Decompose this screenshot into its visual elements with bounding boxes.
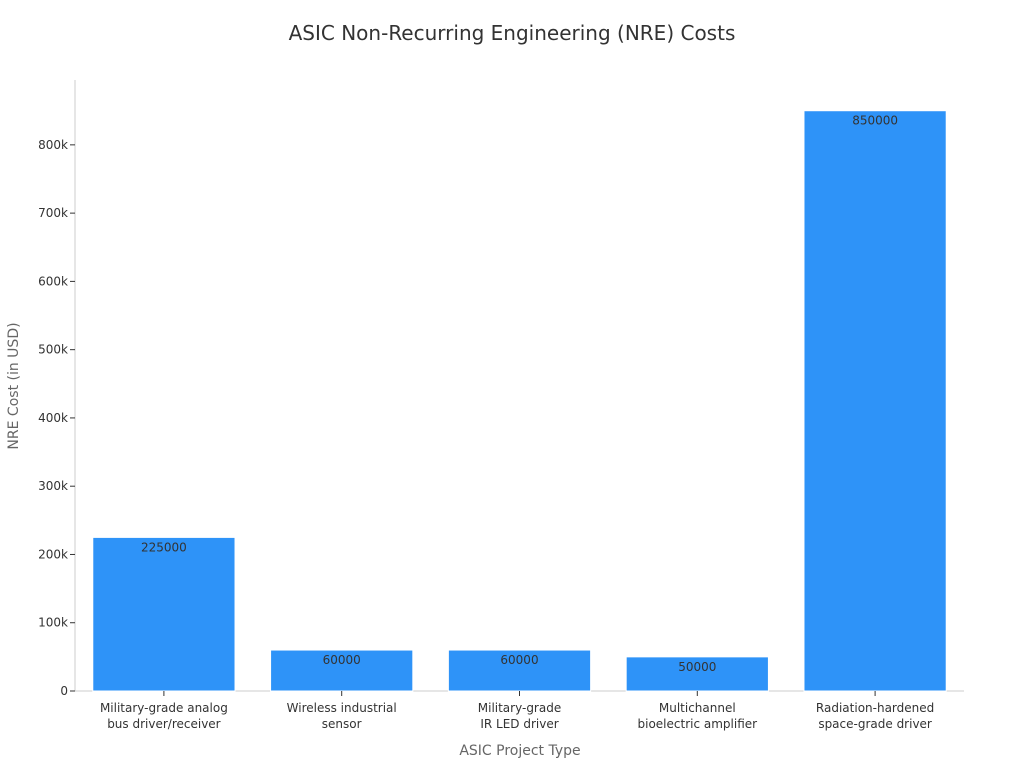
bar-data-label: 60000 xyxy=(500,653,538,667)
x-tick-label: Military-grade IR LED driver xyxy=(478,701,561,731)
x-tick-label-line: Wireless industrial xyxy=(287,701,397,715)
x-tick-label: Wireless industrial sensor xyxy=(287,701,397,731)
y-axis-label: NRE Cost (in USD) xyxy=(6,322,22,449)
x-tick-label-line: sensor xyxy=(322,717,362,731)
y-tick-label: 300k xyxy=(38,479,68,493)
bar xyxy=(625,656,769,692)
x-tick-label-line: bus driver/receiver xyxy=(107,717,220,731)
bar xyxy=(92,536,236,692)
y-tick-label: 800k xyxy=(38,138,68,152)
y-tick-label: 0 xyxy=(60,684,68,698)
bar xyxy=(270,649,414,692)
x-tick-label-line: Multichannel xyxy=(659,701,736,715)
y-tick-label: 600k xyxy=(38,274,68,288)
bar-data-label: 50000 xyxy=(678,660,716,674)
x-axis-label: ASIC Project Type xyxy=(459,743,580,759)
y-tick-label: 200k xyxy=(38,547,68,561)
y-tick-label: 500k xyxy=(38,343,68,357)
y-tick-label: 400k xyxy=(38,411,68,425)
bar xyxy=(803,110,947,692)
x-tick-label-line: Radiation-hardened xyxy=(816,701,934,715)
x-tick-label: Military-grade analog bus driver/receiver xyxy=(100,701,228,731)
bar-data-label: 60000 xyxy=(323,653,361,667)
x-tick-label-line: space-grade driver xyxy=(818,717,932,731)
y-tick-label: 700k xyxy=(38,206,68,220)
bar-data-label: 225000 xyxy=(141,540,187,554)
x-tick-label-line: Military-grade analog xyxy=(100,701,228,715)
x-tick-label-line: IR LED driver xyxy=(480,717,558,731)
x-tick-label-line: bioelectric amplifier xyxy=(638,717,758,731)
x-tick-label: Radiation-hardened space-grade driver xyxy=(816,701,934,731)
y-tick-label: 100k xyxy=(38,616,68,630)
x-tick-label-line: Military-grade xyxy=(478,701,561,715)
chart-title: ASIC Non-Recurring Engineering (NRE) Cos… xyxy=(289,21,736,45)
x-tick-label: Multichannel bioelectric amplifier xyxy=(638,701,758,731)
bar-data-label: 850000 xyxy=(852,114,898,128)
plot-area: 0 100k 200k 300k 400k 500k 600k 700k 800k 225000 M… xyxy=(38,80,964,731)
